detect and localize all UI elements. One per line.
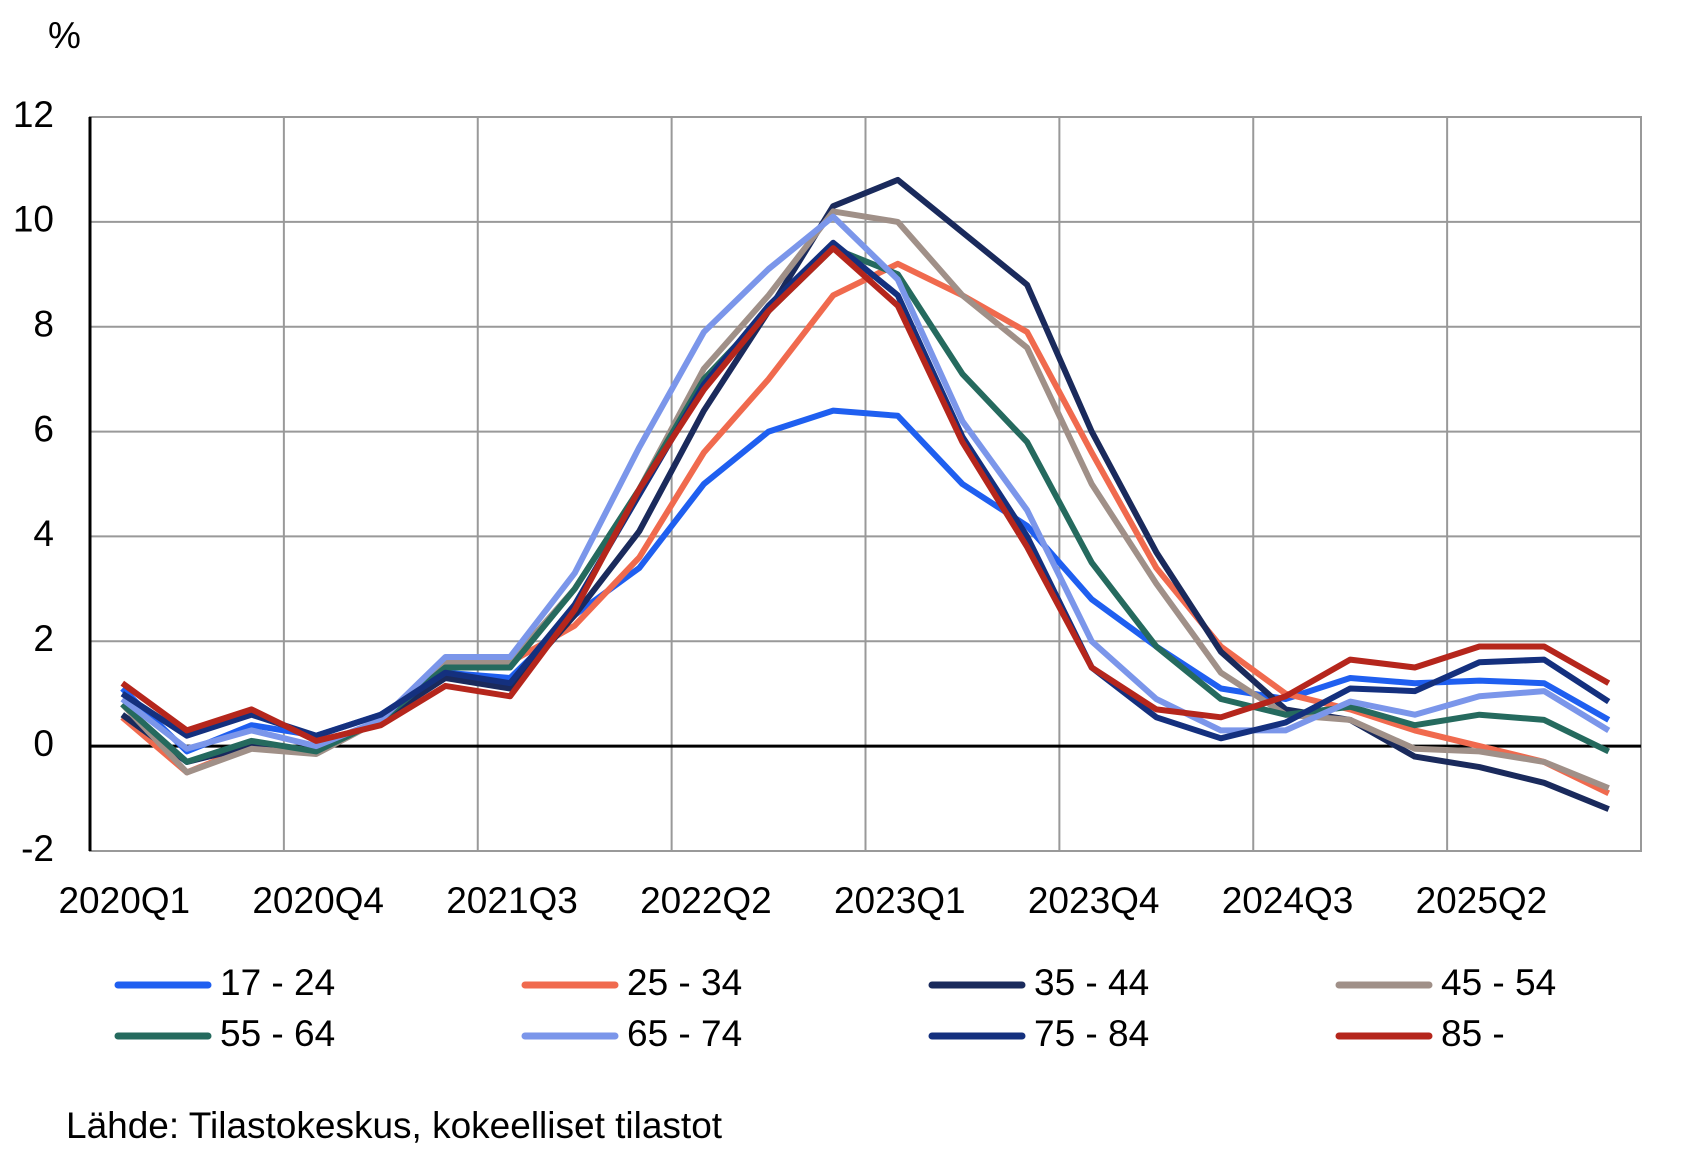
y-tick-label: -2 — [21, 828, 54, 869]
legend-label: 85 - — [1441, 1013, 1505, 1054]
x-tick-label: 2025Q2 — [1416, 880, 1548, 921]
legend-label: 17 - 24 — [220, 962, 335, 1003]
source-note: Lähde: Tilastokeskus, kokeelliset tilast… — [66, 1105, 723, 1146]
legend-label: 45 - 54 — [1441, 962, 1556, 1003]
y-tick-label: 10 — [13, 199, 54, 240]
x-tick-label: 2021Q3 — [446, 880, 578, 921]
legend-label: 35 - 44 — [1034, 962, 1149, 1003]
x-tick-label: 2023Q4 — [1028, 880, 1160, 921]
series-line — [120, 245, 1611, 744]
y-tick-label: 4 — [33, 513, 54, 554]
legend-label: 55 - 64 — [220, 1013, 335, 1054]
legend-label: 75 - 84 — [1034, 1013, 1149, 1054]
x-tick-label: 2024Q3 — [1222, 880, 1354, 921]
y-axis-unit: % — [48, 15, 81, 56]
y-tick-label: 12 — [13, 94, 54, 135]
series-line — [120, 239, 1611, 742]
x-tick-label: 2022Q2 — [640, 880, 772, 921]
x-tick-label: 2023Q1 — [834, 880, 966, 921]
legend-label: 65 - 74 — [627, 1013, 742, 1054]
y-tick-label: 2 — [33, 618, 54, 659]
x-tick-label: 2020Q4 — [252, 880, 384, 921]
legend-label: 25 - 34 — [627, 962, 742, 1003]
x-tick-label: 2020Q1 — [58, 880, 190, 921]
series-line — [120, 213, 1611, 752]
y-tick-label: 6 — [33, 408, 54, 449]
y-tick-label: 0 — [33, 723, 54, 764]
y-tick-label: 8 — [33, 303, 54, 344]
